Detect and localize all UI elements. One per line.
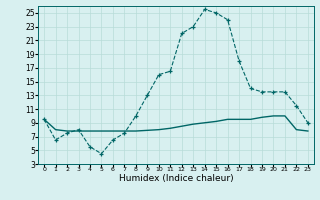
X-axis label: Humidex (Indice chaleur): Humidex (Indice chaleur) [119,174,233,183]
